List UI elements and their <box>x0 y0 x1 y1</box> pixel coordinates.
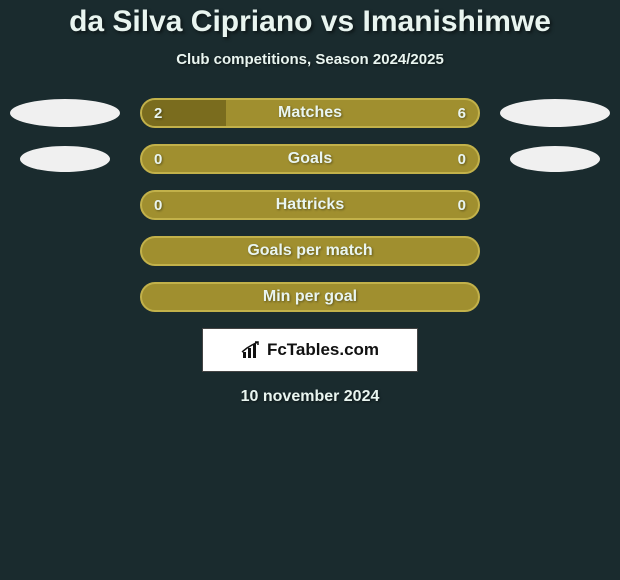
stat-bar: 2 Matches 6 <box>140 98 480 128</box>
page-title: da Silva Cipriano vs Imanishimwe <box>0 5 620 39</box>
player-right-indicator <box>500 99 610 127</box>
branding-row: FcTables.com <box>0 328 620 372</box>
stat-row-matches: 2 Matches 6 <box>0 98 620 128</box>
player-right-indicator <box>510 146 600 172</box>
stat-right-value: 6 <box>458 105 466 122</box>
comparison-widget: da Silva Cipriano vs Imanishimwe Club co… <box>0 0 620 406</box>
stat-left-value: 0 <box>154 151 162 168</box>
stat-row-hattricks: 0 Hattricks 0 <box>0 190 620 220</box>
stat-row-goals: 0 Goals 0 <box>0 144 620 174</box>
stat-bar: 0 Goals 0 <box>140 144 480 174</box>
stat-label: Min per goal <box>263 288 357 306</box>
page-subtitle: Club competitions, Season 2024/2025 <box>0 51 620 68</box>
stat-label: Matches <box>278 104 342 122</box>
stat-right-value: 0 <box>458 197 466 214</box>
stat-row-min-per-goal: Min per goal <box>0 282 620 312</box>
stat-bar: 0 Hattricks 0 <box>140 190 480 220</box>
stat-label: Hattricks <box>276 196 344 214</box>
stat-bar: Goals per match <box>140 236 480 266</box>
stat-left-value: 0 <box>154 197 162 214</box>
stat-label: Goals <box>288 150 332 168</box>
stat-right-value: 0 <box>458 151 466 168</box>
date-label: 10 november 2024 <box>0 388 620 406</box>
stat-left-value: 2 <box>154 105 162 122</box>
stat-row-goals-per-match: Goals per match <box>0 236 620 266</box>
stat-label: Goals per match <box>247 242 372 260</box>
player-left-indicator <box>10 99 120 127</box>
branding-text: FcTables.com <box>267 340 379 360</box>
branding-link[interactable]: FcTables.com <box>202 328 418 372</box>
stat-bar: Min per goal <box>140 282 480 312</box>
chart-icon <box>241 341 261 359</box>
player-left-indicator <box>20 146 110 172</box>
